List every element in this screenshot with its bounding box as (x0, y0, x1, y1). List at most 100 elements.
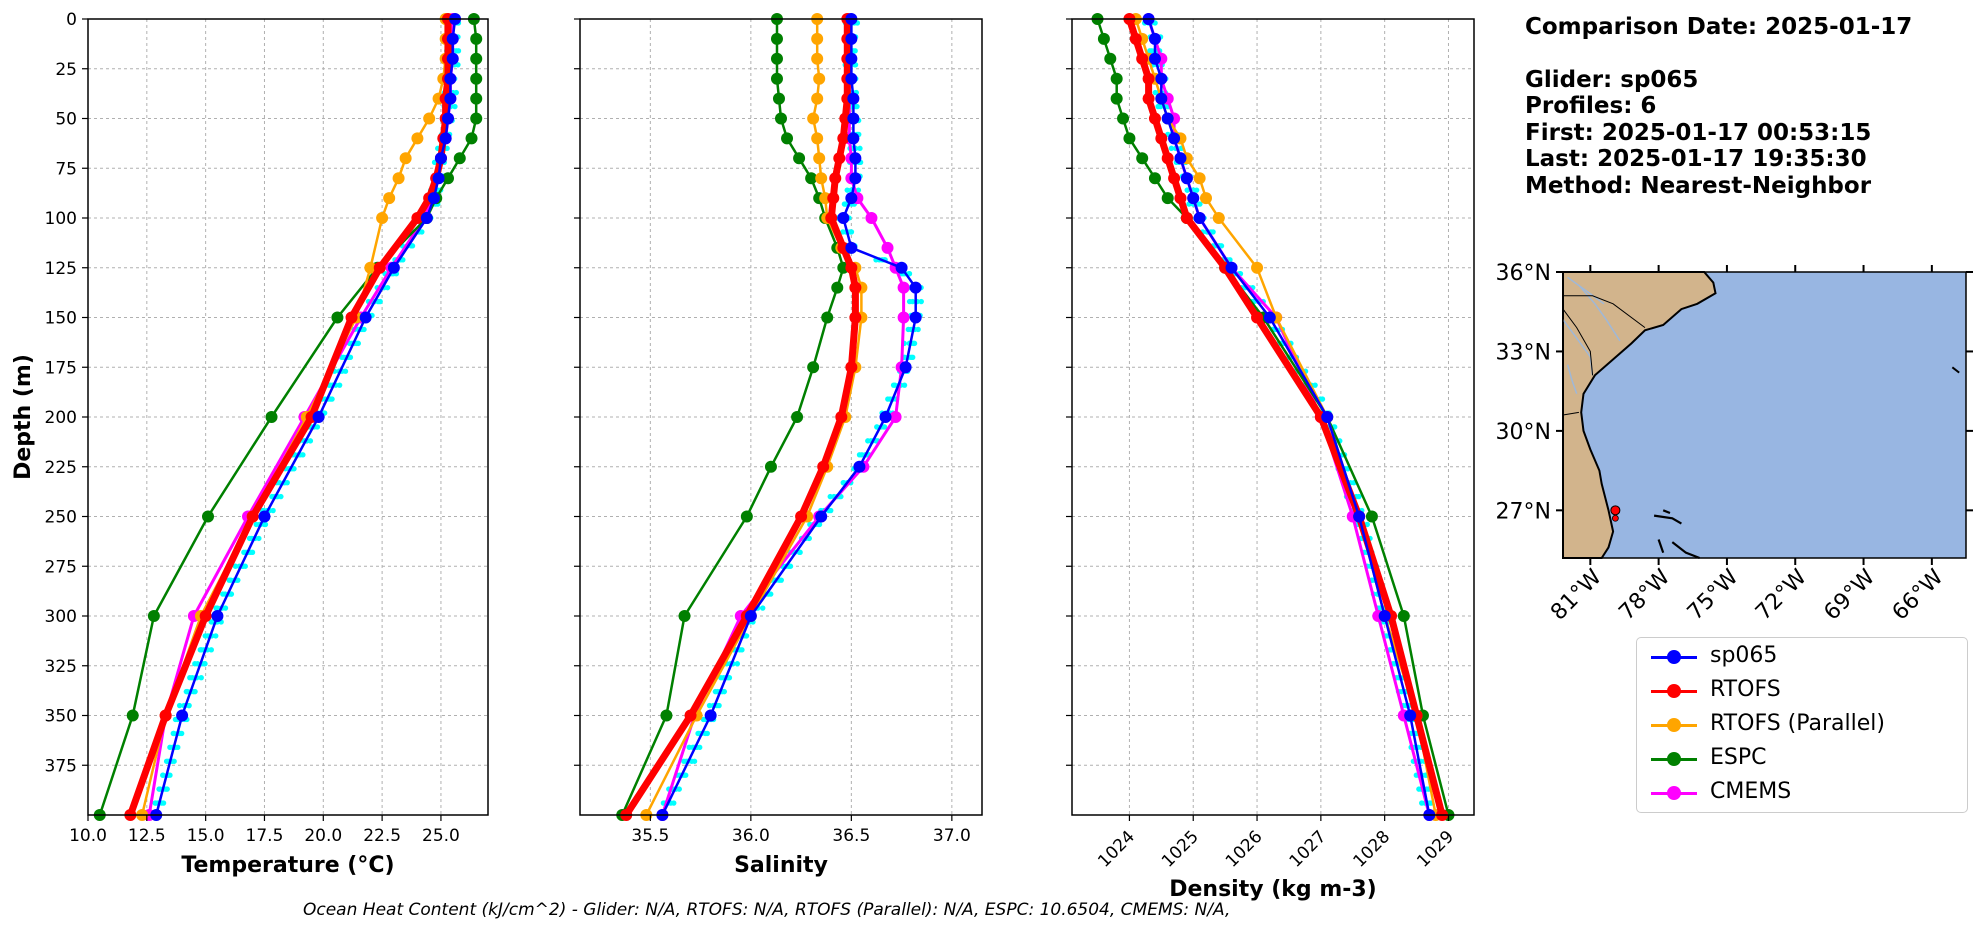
glider-profile-point (1210, 229, 1216, 235)
series-point (831, 281, 844, 294)
first-profile-time: First: 2025-01-17 00:53:15 (1525, 119, 1872, 146)
series-point (199, 610, 212, 622)
series-point (847, 132, 860, 145)
series-point (465, 132, 478, 145)
series-point (865, 212, 878, 224)
glider-profile-point (697, 744, 703, 751)
x-tick-label: 1029 (1413, 827, 1458, 872)
legend-label: ESPC (1710, 745, 1767, 770)
glider-profile-point (186, 702, 192, 709)
x-tick-label: 12.5 (128, 826, 166, 846)
series-point (211, 610, 224, 622)
y-tick-label: 250 (45, 508, 77, 528)
temperature-panel: 10.0 12.5 15.0 17.5 20.0 22.5 25.0 0 25 50 75 100 12… (11, 10, 489, 878)
series-point (813, 72, 826, 85)
map-island (1653, 514, 1682, 525)
glider-profile-point (419, 229, 425, 235)
series-line-sp065 (661, 19, 917, 816)
glider-profile-point (671, 800, 677, 806)
series-point (399, 152, 412, 165)
legend-item: RTOFS (1637, 674, 1967, 708)
glider-profile-point (276, 479, 283, 486)
map-lon-label: 75°W (1683, 565, 1744, 626)
glider-profile-point (1184, 187, 1190, 193)
series-point (446, 32, 459, 45)
series-point (470, 32, 483, 45)
glider-profile-point (347, 354, 354, 360)
glider-profile-point (691, 758, 698, 764)
glider-profile-point (307, 438, 314, 444)
glider-profile-point (171, 730, 177, 737)
glider-profile-point (232, 563, 239, 569)
series-point (373, 261, 386, 274)
glider-profile-point (192, 688, 198, 695)
series-point (833, 152, 846, 165)
glider-profile-point (249, 549, 256, 556)
map-island (1657, 539, 1665, 554)
series-point (1117, 112, 1130, 125)
glider-profile-point (409, 243, 416, 249)
series-point (265, 411, 278, 423)
series-point (837, 132, 850, 145)
series-point (470, 52, 483, 65)
x-tick-label: 22.5 (363, 826, 401, 846)
series-point (411, 212, 424, 224)
series-point (1193, 172, 1206, 185)
glider-profile-point (256, 535, 262, 542)
glider-profile-point (721, 688, 728, 695)
glider-profile-point (452, 103, 458, 110)
series-point (845, 52, 858, 65)
glider-profile-point (329, 396, 335, 402)
series-point (1136, 52, 1149, 65)
glider-profile-point (453, 89, 459, 96)
y-tick-label: 0 (66, 10, 77, 30)
glider-profile-point (760, 605, 766, 611)
glider-profile-point (167, 772, 173, 778)
series-point (781, 132, 794, 145)
series-point (312, 411, 325, 423)
series-point (795, 510, 808, 523)
glider-profile-point (314, 424, 321, 430)
series-point (770, 72, 783, 85)
y-axis-label: Depth (m) (11, 354, 36, 480)
series-point (1187, 192, 1200, 205)
x-tick-label: 25.0 (422, 826, 460, 846)
series-point (815, 510, 828, 523)
glider-profile-point (797, 549, 803, 556)
glider-profile-point (377, 298, 383, 305)
series-point (837, 212, 850, 224)
legend-marker (1667, 718, 1681, 732)
interpolation-method: Method: Nearest-Neighbor (1525, 172, 1872, 199)
series-point (1263, 311, 1276, 324)
series-point (811, 52, 824, 65)
series-point (1161, 192, 1174, 205)
x-tick-label: 10.0 (69, 826, 107, 846)
series-point (881, 241, 894, 254)
x-tick-label: 15.0 (187, 826, 225, 846)
series-point (827, 192, 840, 205)
series-point (453, 152, 466, 165)
glider-profile-point (828, 507, 834, 514)
glider-profile-point (716, 702, 722, 709)
series-point (744, 610, 757, 622)
legend-marker (1667, 650, 1681, 664)
y-tick-label: 200 (45, 408, 77, 428)
profiles-count: Profiles: 6 (1525, 93, 1657, 119)
series-point (1397, 610, 1410, 622)
series-point (1251, 311, 1264, 324)
y-tick-label: 225 (45, 458, 77, 478)
glider-profile-point (160, 772, 166, 778)
series-point (899, 361, 912, 374)
y-tick-label: 375 (45, 756, 77, 776)
series-point (1148, 112, 1161, 125)
y-tick-label: 125 (45, 259, 77, 279)
series-point (849, 172, 862, 185)
series-point (1161, 112, 1174, 125)
legend-item: RTOFS (Parallel) (1637, 708, 1967, 742)
series-point (1161, 152, 1174, 165)
series-point (909, 281, 922, 294)
legend-label: RTOFS (Parallel) (1710, 711, 1885, 736)
map-lon-label: 72°W (1751, 565, 1812, 626)
series-point (345, 311, 358, 324)
series-point (1129, 32, 1142, 45)
